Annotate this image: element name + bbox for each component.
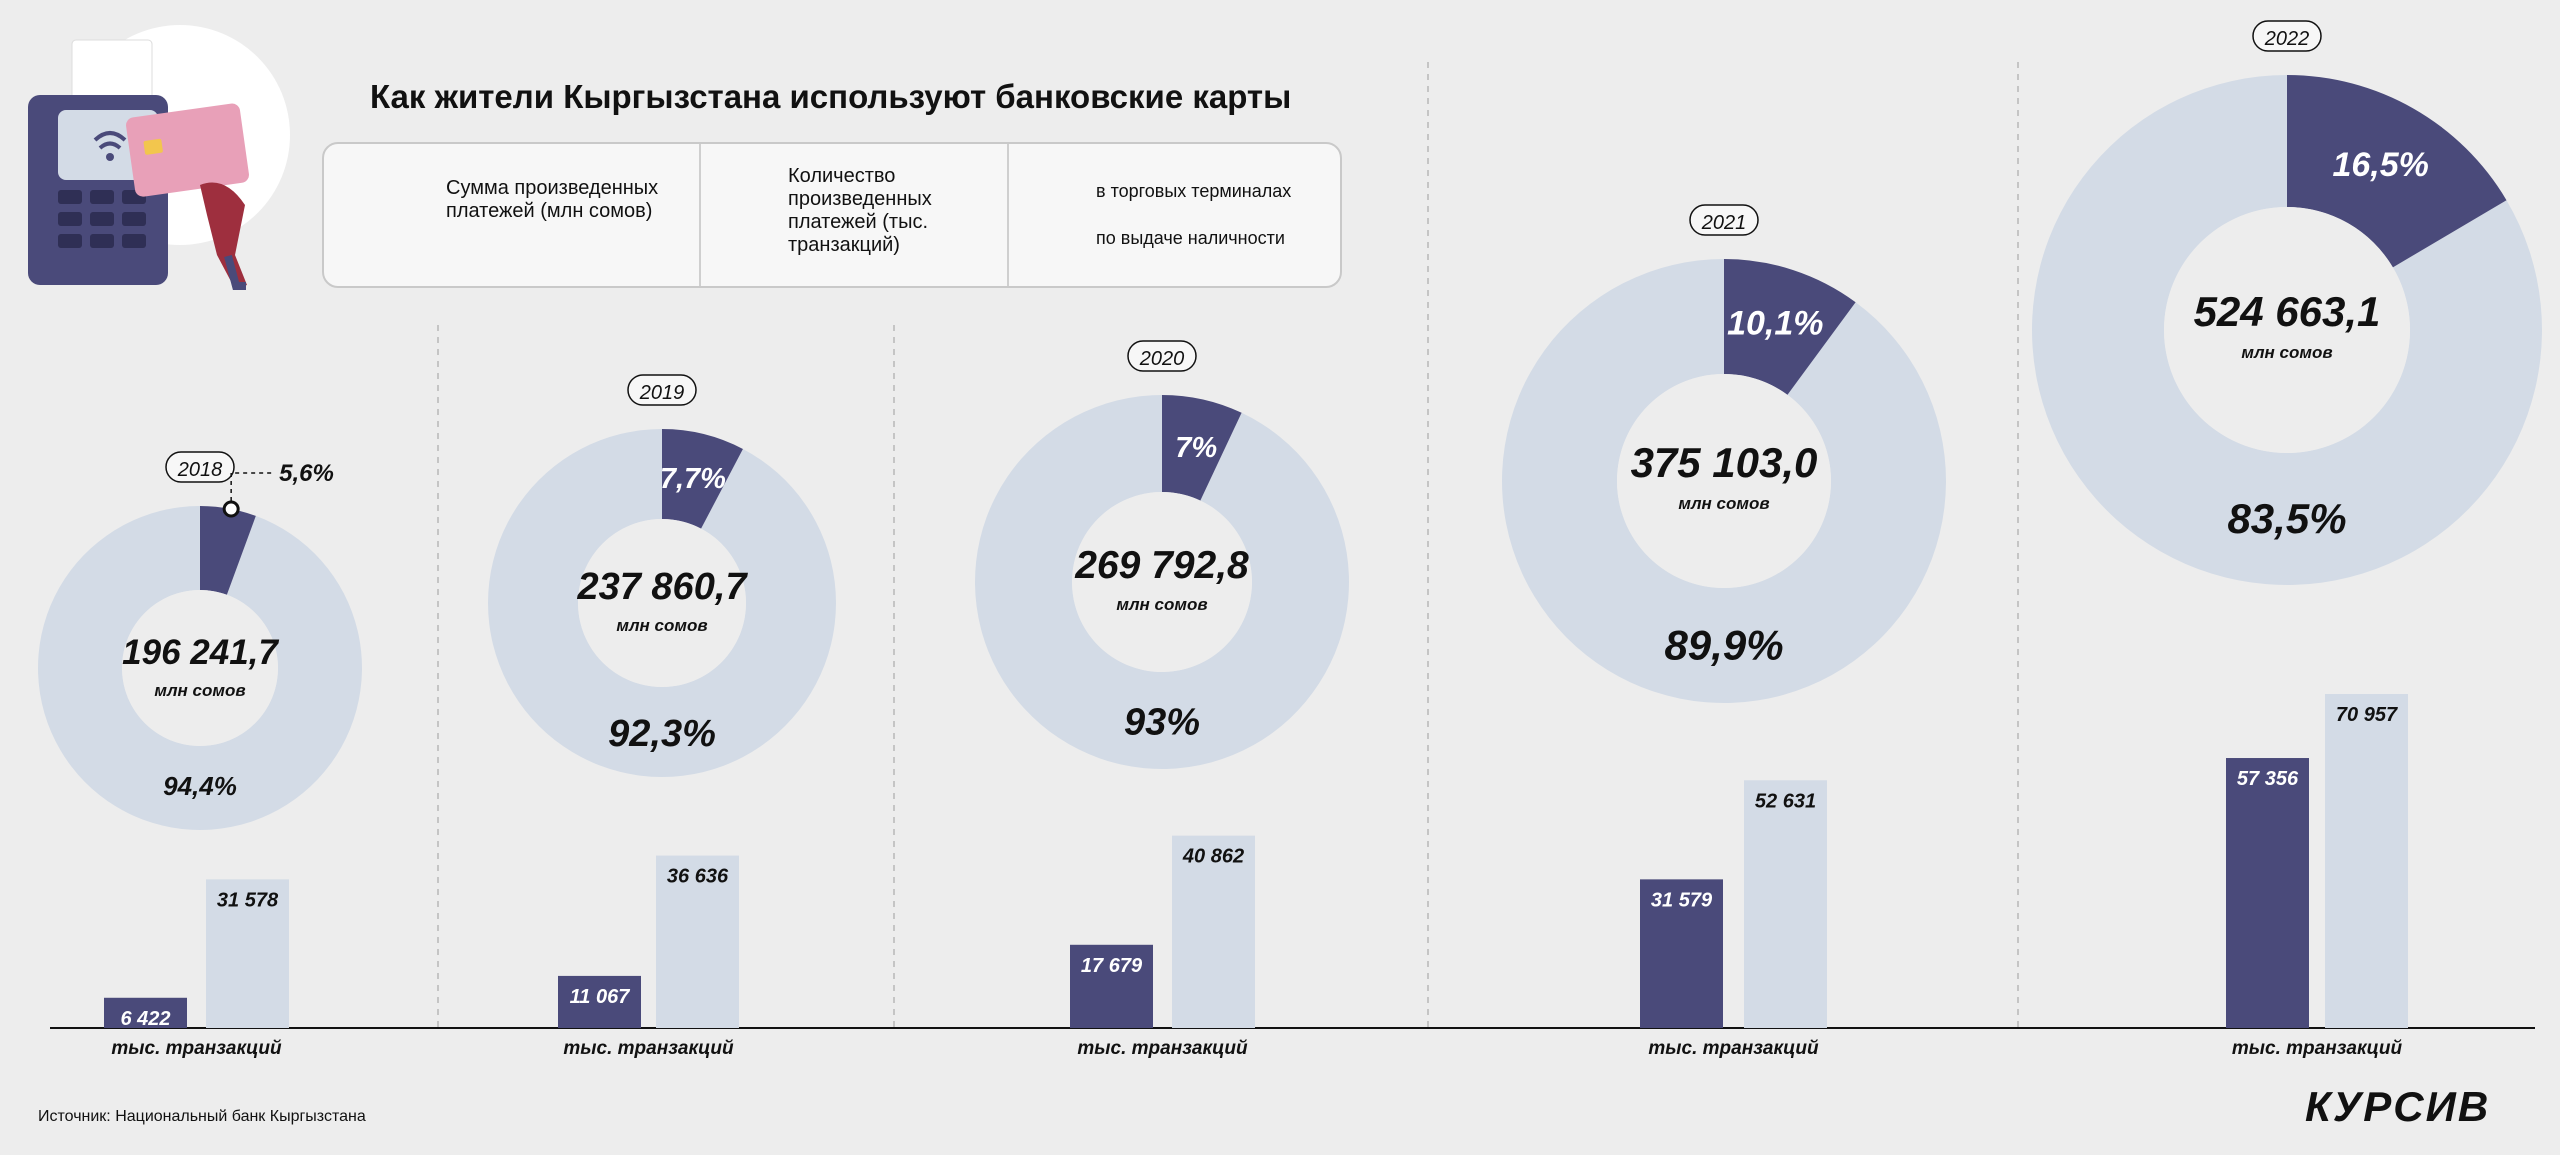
- donut-total-unit: млн сомов: [154, 681, 245, 700]
- donut-total-value: 524 663,1: [2194, 288, 2381, 335]
- year-label: 2022: [2264, 28, 2310, 50]
- donut-total-value: 269 792,8: [1074, 544, 1249, 587]
- card-terminal-illustration: [28, 25, 290, 290]
- donut-label-terminals: 16,5%: [2332, 146, 2428, 184]
- year-pill: [1689, 204, 1759, 236]
- donut-slice-terminals: [1724, 259, 1856, 395]
- donut-slice-cash: [975, 395, 1350, 770]
- donut-label-terminals: 7,7%: [660, 463, 726, 495]
- legend-terminals-label: в торговых терминалах: [1096, 181, 1292, 201]
- bar-label-cash: 36 636: [667, 866, 729, 888]
- legend-cash-label: по выдаче наличности: [1096, 228, 1285, 248]
- donut-slice-cash: [1502, 259, 1946, 703]
- donut-total-unit: млн сомов: [1116, 595, 1207, 614]
- brand-logo: КУРСИВ: [2305, 1083, 2491, 1130]
- donut-label-terminals: 10,1%: [1727, 305, 1823, 343]
- bar-cash: [1744, 780, 1827, 1028]
- donut-slice-cash: [37, 506, 362, 831]
- legend: [322, 142, 1342, 288]
- year-label: 2021: [1701, 212, 1747, 234]
- year-group-2020: 2020 269 792,8 млн сомов 7% 93% 17 679 40 862 т…: [975, 340, 1350, 1059]
- page-title: Как жители Кыргызстана используют банков…: [370, 78, 1292, 115]
- year-label: 2020: [1139, 348, 1185, 370]
- dividers: [437, 62, 2019, 1028]
- donut-slice-terminals: [662, 429, 743, 529]
- donut-total-value: 237 860,7: [576, 566, 748, 608]
- bar-label-cash: 52 631: [1755, 790, 1816, 812]
- bar-terminals: [2226, 758, 2309, 1028]
- bar-label-cash: 31 578: [217, 889, 279, 911]
- donut-label-cash: 92,3%: [608, 713, 716, 755]
- year-pill: [2252, 20, 2322, 52]
- donut-slice-cash: [2032, 75, 2542, 585]
- bar-axis-unit: тыс. транзакций: [111, 1038, 282, 1059]
- year-group-2021: 2021 375 103,0 млн сомов 10,1% 89,9% 31 579 52…: [1502, 204, 1946, 1059]
- donut-total-unit: млн сомов: [1678, 494, 1769, 513]
- charts-group: 2018 196 241,7 млн сомов 5,6% 94,4% 6 422 31 5…: [37, 20, 2542, 1059]
- donut-slice-terminals: [200, 506, 256, 595]
- donut-hole: [1617, 374, 1831, 588]
- legend-divider: [699, 144, 701, 286]
- bar-terminals: [1070, 944, 1153, 1028]
- donut-hole: [2164, 207, 2410, 453]
- donut-slice-cash: [487, 429, 836, 778]
- year-group-2022: 2022 524 663,1 млн сомов 16,5% 83,5% 57 356 70…: [2032, 20, 2542, 1059]
- bar-label-cash: 40 862: [1182, 846, 1244, 868]
- year-pill: [627, 374, 697, 406]
- bar-axis-unit: тыс. транзакций: [1648, 1038, 1819, 1059]
- legend-count-label: Количество произведенных платежей (тыс. …: [788, 165, 932, 256]
- bar-label-cash: 70 957: [2336, 704, 2398, 726]
- donut-slice-terminals: [1162, 395, 1242, 501]
- donut-hole: [578, 519, 746, 687]
- bar-terminals: [1640, 879, 1723, 1028]
- bar-label-terminals: 6 422: [120, 1008, 170, 1030]
- donut-hole: [1072, 492, 1252, 672]
- bar-axis-unit: тыс. транзакций: [563, 1038, 734, 1059]
- donut-label-cash: 89,9%: [1664, 622, 1783, 669]
- bar-label-terminals: 57 356: [2237, 768, 2299, 790]
- year-label: 2018: [177, 459, 223, 481]
- bar-axis-unit: тыс. транзакций: [2232, 1038, 2403, 1059]
- bar-cash: [1172, 835, 1255, 1028]
- year-pill: [165, 451, 235, 483]
- donut-label-cash: 93%: [1124, 702, 1200, 744]
- callout-dot: [222, 500, 240, 518]
- bar-label-terminals: 31 579: [1651, 889, 1713, 911]
- year-group-2018: 2018 196 241,7 млн сомов 5,6% 94,4% 6 422 31 5…: [37, 451, 362, 1059]
- year-pill: [1127, 340, 1197, 372]
- bar-label-terminals: 11 067: [570, 986, 631, 1008]
- donut-total-unit: млн сомов: [616, 616, 707, 635]
- donut-label-cash: 94,4%: [163, 771, 237, 801]
- donut-slice-terminals: [2287, 75, 2507, 268]
- donut-label-cash: 83,5%: [2227, 495, 2346, 542]
- legend-divider: [1007, 144, 1009, 286]
- donut-label-terminals: 5,6%: [279, 460, 334, 487]
- bar-cash: [656, 855, 739, 1028]
- bar-cash: [206, 879, 289, 1028]
- bar-label-terminals: 17 679: [1081, 955, 1143, 977]
- year-group-2019: 2019 237 860,7 млн сомов 7,7% 92,3% 11 067 36 …: [487, 374, 836, 1059]
- source-note: Источник: Национальный банк Кыргызстана: [38, 1108, 366, 1125]
- bar-terminals: [558, 975, 641, 1028]
- donut-total-unit: млн сомов: [2241, 343, 2332, 362]
- donut-hole: [122, 590, 278, 746]
- legend-sum-label: Сумма произведенных платежей (млн сомов): [446, 177, 659, 222]
- donut-total-value: 196 241,7: [122, 633, 279, 672]
- bar-axis-unit: тыс. транзакций: [1077, 1038, 1248, 1059]
- bar-cash: [2325, 694, 2408, 1028]
- donut-label-terminals: 7%: [1175, 432, 1217, 464]
- donut-total-value: 375 103,0: [1631, 439, 1818, 486]
- bar-terminals: [104, 997, 187, 1028]
- year-label: 2019: [639, 382, 685, 404]
